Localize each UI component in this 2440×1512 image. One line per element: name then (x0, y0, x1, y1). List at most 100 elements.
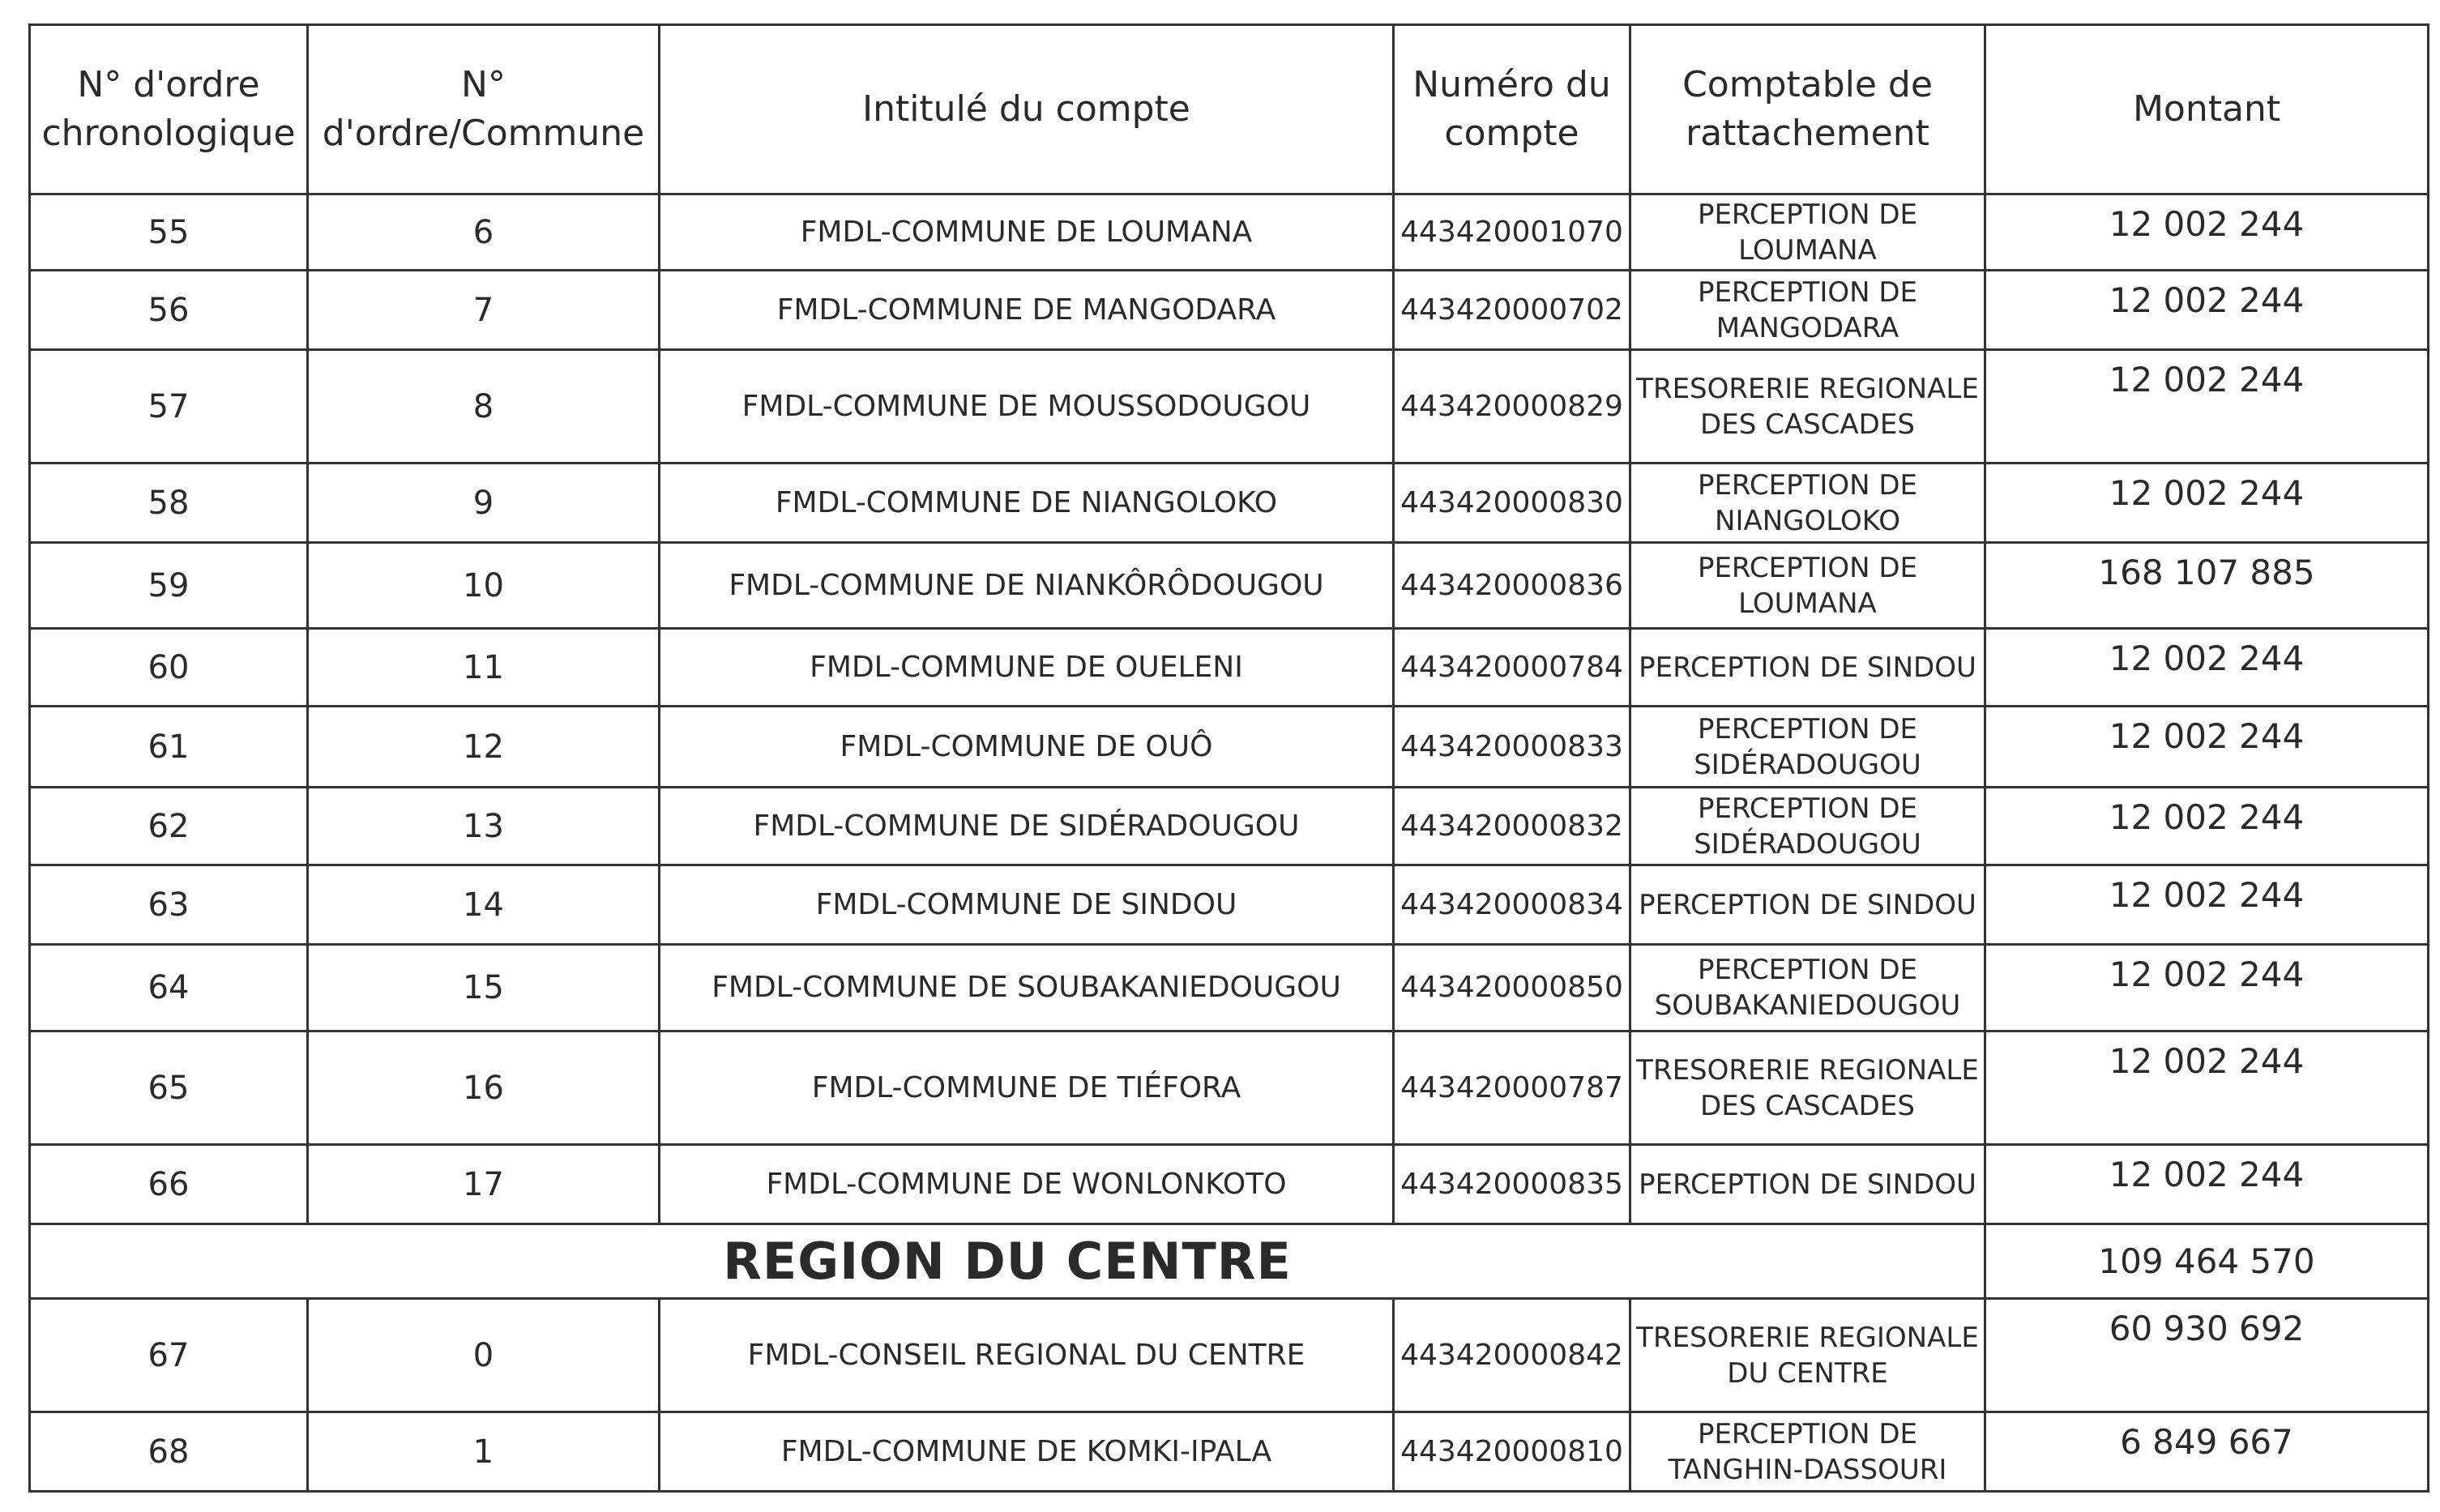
intitule-cell: FMDL-COMMUNE DE SOUBAKANIEDOUGOU (658, 943, 1395, 1032)
commune-no-cell: 17 (306, 1143, 660, 1225)
commune-no-cell: 16 (306, 1030, 660, 1146)
intitule-cell: FMDL-CONSEIL REGIONAL DU CENTRE (658, 1297, 1395, 1413)
chrono-cell: 65 (28, 1030, 309, 1146)
comptable-cell: PERCEPTION DE SIDÉRADOUGOU (1629, 705, 1986, 788)
chrono-cell: 68 (28, 1411, 309, 1493)
intitule-cell: FMDL-COMMUNE DE SIDÉRADOUGOU (658, 786, 1395, 866)
table-row: 68 1 FMDL-COMMUNE DE KOMKI-IPALA 4434200008… (28, 1411, 2429, 1493)
intitule-cell: FMDL-COMMUNE DE MANGODARA (658, 269, 1395, 351)
table-row: 58 9 FMDL-COMMUNE DE NIANGOLOKO 44342000083… (28, 462, 2429, 544)
numero-cell: 443420000830 (1392, 462, 1631, 544)
chrono-cell: 60 (28, 627, 309, 707)
numero-cell: 443420000784 (1392, 627, 1631, 707)
numero-cell: 443420000850 (1392, 943, 1631, 1032)
commune-no-cell: 0 (306, 1297, 660, 1413)
commune-no-cell: 13 (306, 786, 660, 866)
comptable-cell: TRESORERIE REGIONALE DU CENTRE (1629, 1297, 1986, 1413)
numero-cell: 443420000836 (1392, 541, 1631, 630)
commune-no-cell: 8 (306, 348, 660, 464)
comptable-cell: PERCEPTION DE NIANGOLOKO (1629, 462, 1986, 544)
header-commune-no: N° d'ordre/Commune (306, 23, 660, 195)
montant-cell: 12 002 244 (1984, 269, 2429, 351)
commune-no-cell: 1 (306, 1411, 660, 1493)
numero-cell: 443420000833 (1392, 705, 1631, 788)
comptable-cell: TRESORERIE REGIONALE DES CASCADES (1629, 348, 1986, 464)
comptable-cell: PERCEPTION DE MANGODARA (1629, 269, 1986, 351)
montant-cell: 12 002 244 (1984, 705, 2429, 788)
montant-cell: 12 002 244 (1984, 864, 2429, 946)
chrono-cell: 56 (28, 269, 309, 351)
montant-cell: 6 849 667 (1984, 1411, 2429, 1493)
comptable-cell: PERCEPTION DE LOUMANA (1629, 193, 1986, 271)
comptable-cell: PERCEPTION DE SINDOU (1629, 627, 1986, 707)
commune-no-cell: 9 (306, 462, 660, 544)
intitule-cell: FMDL-COMMUNE DE WONLONKOTO (658, 1143, 1395, 1225)
montant-cell: 12 002 244 (1984, 943, 2429, 1032)
table-row: 66 17 FMDL-COMMUNE DE WONLONKOTO 4434200008… (28, 1143, 2429, 1225)
montant-cell: 12 002 244 (1984, 627, 2429, 707)
intitule-cell: FMDL-COMMUNE DE OUELENI (658, 627, 1395, 707)
comptable-cell: PERCEPTION DE TANGHIN-DASSOURI (1629, 1411, 1986, 1493)
table-row: 64 15 FMDL-COMMUNE DE SOUBAKANIEDOUGOU 4434… (28, 943, 2429, 1032)
intitule-cell: FMDL-COMMUNE DE MOUSSODOUGOU (658, 348, 1395, 464)
table-row: 61 12 FMDL-COMMUNE DE OUÔ 443420000833 PERCE… (28, 705, 2429, 788)
comptable-cell: TRESORERIE REGIONALE DES CASCADES (1629, 1030, 1986, 1146)
region-label: REGION DU CENTRE (28, 1223, 1986, 1300)
accounts-table: N° d'ordre chronologique N° d'ordre/Comm… (28, 23, 2429, 1493)
table-row: 57 8 FMDL-COMMUNE DE MOUSSODOUGOU 443420000… (28, 348, 2429, 464)
montant-cell: 12 002 244 (1984, 193, 2429, 271)
comptable-cell: PERCEPTION DE SOUBAKANIEDOUGOU (1629, 943, 1986, 1032)
numero-cell: 443420000832 (1392, 786, 1631, 866)
chrono-cell: 63 (28, 864, 309, 946)
numero-cell: 443420000787 (1392, 1030, 1631, 1146)
chrono-cell: 59 (28, 541, 309, 630)
montant-cell: 60 930 692 (1984, 1297, 2429, 1413)
chrono-cell: 57 (28, 348, 309, 464)
table-row: 65 16 FMDL-COMMUNE DE TIÉFORA 443420000787 T… (28, 1030, 2429, 1146)
comptable-cell: PERCEPTION DE SINDOU (1629, 1143, 1986, 1225)
commune-no-cell: 14 (306, 864, 660, 946)
chrono-cell: 67 (28, 1297, 309, 1413)
region-total: 109 464 570 (1984, 1223, 2429, 1300)
header-montant: Montant (1984, 23, 2429, 195)
numero-cell: 443420000829 (1392, 348, 1631, 464)
chrono-cell: 66 (28, 1143, 309, 1225)
intitule-cell: FMDL-COMMUNE DE NIANGOLOKO (658, 462, 1395, 544)
intitule-cell: FMDL-COMMUNE DE NIANKÔRÔDOUGOU (658, 541, 1395, 630)
numero-cell: 443420000834 (1392, 864, 1631, 946)
intitule-cell: FMDL-COMMUNE DE OUÔ (658, 705, 1395, 788)
montant-cell: 12 002 244 (1984, 1143, 2429, 1225)
numero-cell: 443420001070 (1392, 193, 1631, 271)
montant-cell: 12 002 244 (1984, 462, 2429, 544)
header-comptable: Comptable de rattachement (1629, 23, 1986, 195)
montant-cell: 12 002 244 (1984, 348, 2429, 464)
chrono-cell: 58 (28, 462, 309, 544)
region-row: REGION DU CENTRE 109 464 570 (28, 1223, 2429, 1300)
table-row: 62 13 FMDL-COMMUNE DE SIDÉRADOUGOU 44342000… (28, 786, 2429, 866)
chrono-cell: 64 (28, 943, 309, 1032)
table-row: 60 11 FMDL-COMMUNE DE OUELENI 443420000784 P… (28, 627, 2429, 707)
header-numero: Numéro du compte (1392, 23, 1631, 195)
table-row: 67 0 FMDL-CONSEIL REGIONAL DU CENTRE 443420… (28, 1297, 2429, 1413)
intitule-cell: FMDL-COMMUNE DE TIÉFORA (658, 1030, 1395, 1146)
chrono-cell: 62 (28, 786, 309, 866)
commune-no-cell: 12 (306, 705, 660, 788)
header-chrono: N° d'ordre chronologique (28, 23, 309, 195)
comptable-cell: PERCEPTION DE SINDOU (1629, 864, 1986, 946)
table-row: 55 6 FMDL-COMMUNE DE LOUMANA 443420001070 PE… (28, 193, 2429, 271)
commune-no-cell: 7 (306, 269, 660, 351)
table-row: 59 10 FMDL-COMMUNE DE NIANKÔRÔDOUGOU 443420… (28, 541, 2429, 630)
intitule-cell: FMDL-COMMUNE DE SINDOU (658, 864, 1395, 946)
commune-no-cell: 15 (306, 943, 660, 1032)
chrono-cell: 61 (28, 705, 309, 788)
montant-cell: 168 107 885 (1984, 541, 2429, 630)
table-row: 63 14 FMDL-COMMUNE DE SINDOU 443420000834 PE… (28, 864, 2429, 946)
comptable-cell: PERCEPTION DE LOUMANA (1629, 541, 1986, 630)
numero-cell: 443420000835 (1392, 1143, 1631, 1225)
table-row: 56 7 FMDL-COMMUNE DE MANGODARA 443420000702… (28, 269, 2429, 351)
commune-no-cell: 11 (306, 627, 660, 707)
comptable-cell: PERCEPTION DE SIDÉRADOUGOU (1629, 786, 1986, 866)
numero-cell: 443420000842 (1392, 1297, 1631, 1413)
commune-no-cell: 6 (306, 193, 660, 271)
header-row: N° d'ordre chronologique N° d'ordre/Comm… (28, 23, 2429, 195)
